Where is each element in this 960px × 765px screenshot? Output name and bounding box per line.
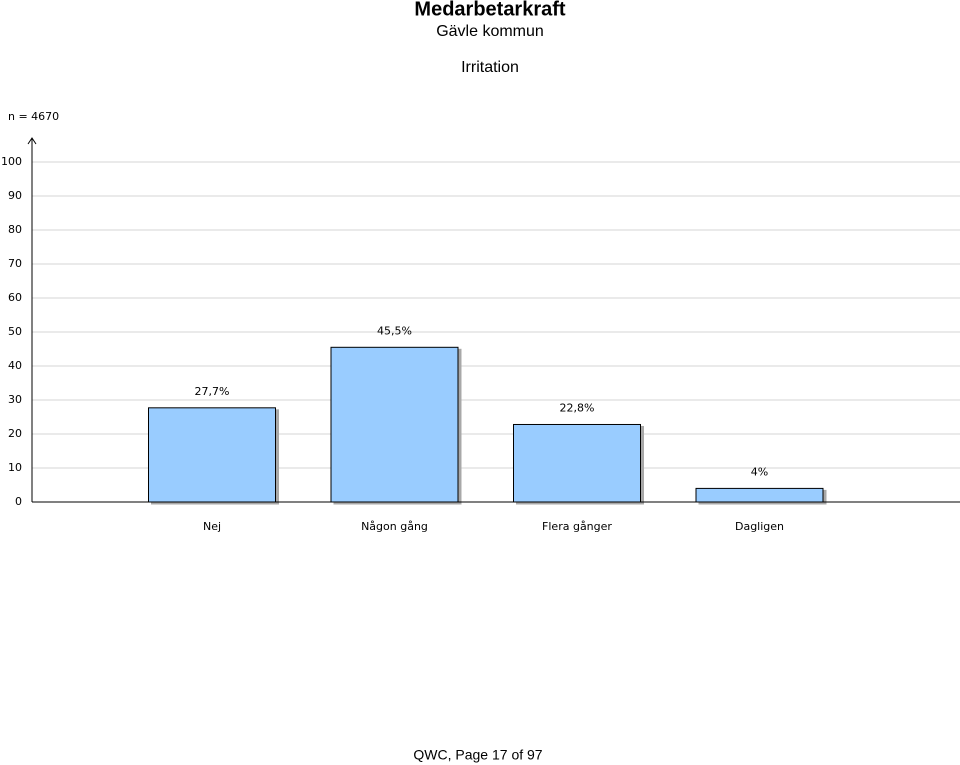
x-tick-label: Nej — [203, 520, 221, 533]
footer: QWC, Page 17 of 97 — [413, 747, 542, 763]
bar — [148, 407, 276, 503]
y-tick-label: 70 — [8, 257, 22, 270]
y-tick-label: 10 — [8, 461, 22, 474]
bar — [330, 346, 459, 503]
annotation: n = 4670 — [8, 110, 59, 123]
y-axis-arrow — [27, 137, 37, 145]
y-tick-label: 90 — [8, 189, 22, 202]
page-title: Medarbetarkraft — [414, 0, 566, 20]
y-tick-label: 80 — [8, 223, 22, 236]
y-tick-label: 20 — [8, 427, 22, 440]
chart-title: Irritation — [461, 59, 519, 76]
value-label: 4% — [751, 465, 768, 478]
page-subtitle: Gävle kommun — [436, 23, 544, 40]
y-tick-label: 0 — [15, 495, 22, 508]
x-tick-label: Flera gånger — [542, 520, 612, 533]
x-tick-label: Dagligen — [735, 520, 784, 533]
x-tick-label: Någon gång — [361, 520, 428, 533]
y-tick-label: 100 — [1, 155, 22, 168]
y-tick-label: 50 — [8, 325, 22, 338]
bar — [695, 487, 824, 503]
bar — [513, 423, 641, 503]
value-label: 27,7% — [195, 385, 230, 398]
y-tick-label: 60 — [8, 291, 22, 304]
value-label: 45,5% — [377, 324, 412, 337]
value-label: 22,8% — [560, 401, 595, 414]
y-tick-label: 40 — [8, 359, 22, 372]
y-tick-label: 30 — [8, 393, 22, 406]
